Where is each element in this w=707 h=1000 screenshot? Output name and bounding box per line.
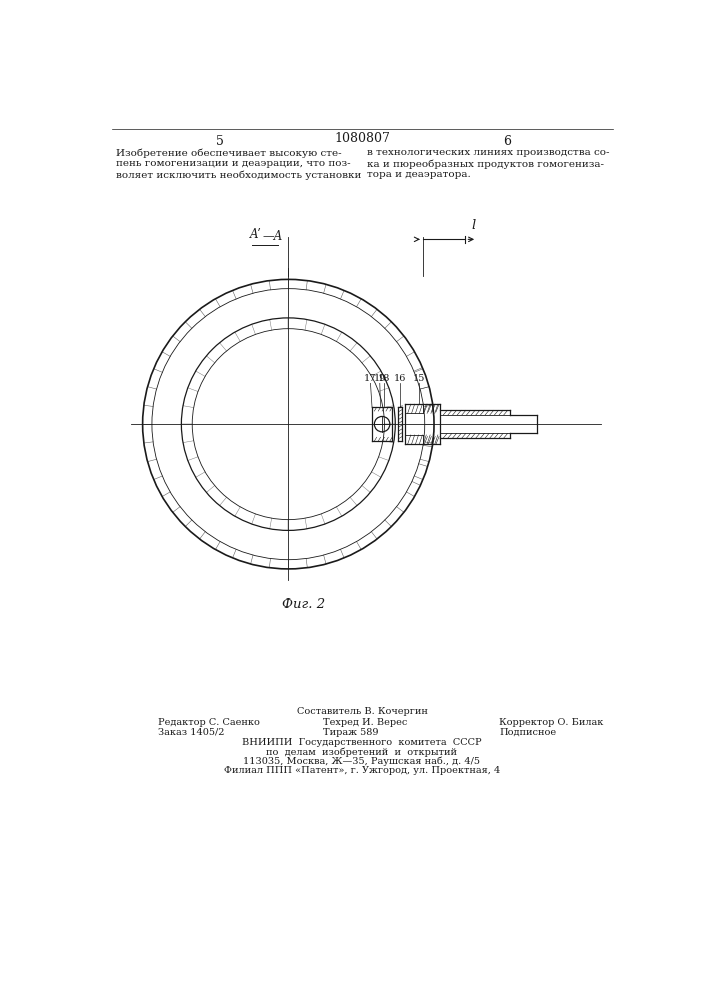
Text: Изобретение обеспечивает высокую сте-: Изобретение обеспечивает высокую сте- — [115, 148, 341, 158]
Text: в технологических линиях производства со-: в технологических линиях производства со… — [368, 148, 610, 157]
Text: ВНИИПИ  Государственного  комитета  СССР: ВНИИПИ Государственного комитета СССР — [242, 738, 481, 747]
Text: Подписное: Подписное — [499, 728, 556, 737]
Text: 16: 16 — [394, 374, 407, 383]
Text: 18: 18 — [378, 374, 390, 383]
Text: 6: 6 — [503, 135, 511, 148]
Text: 17: 17 — [364, 374, 377, 383]
Text: Aʹ: Aʹ — [250, 228, 261, 241]
Text: Составитель В. Кочергин: Составитель В. Кочергин — [296, 707, 428, 716]
Text: пень гомогенизации и деаэрации, что поз-: пень гомогенизации и деаэрации, что поз- — [115, 159, 350, 168]
Text: 5: 5 — [216, 135, 224, 148]
Text: по  делам  изобретений  и  открытий: по делам изобретений и открытий — [267, 748, 457, 757]
Text: тора и деаэратора.: тора и деаэратора. — [368, 170, 471, 179]
Text: Тираж 589: Тираж 589 — [323, 728, 379, 737]
Text: 113035, Москва, Ж—35, Раушская наб., д. 4/5: 113035, Москва, Ж—35, Раушская наб., д. … — [243, 757, 481, 766]
Text: Редактор С. Саенко: Редактор С. Саенко — [158, 718, 260, 727]
Text: 19: 19 — [373, 374, 386, 383]
Text: Заказ 1405/2: Заказ 1405/2 — [158, 728, 225, 737]
Text: ка и пюреобразных продуктов гомогениза-: ка и пюреобразных продуктов гомогениза- — [368, 159, 604, 169]
Text: 15: 15 — [413, 374, 426, 383]
Text: Филиал ППП «Патент», г. Ужгород, ул. Проектная, 4: Филиал ППП «Патент», г. Ужгород, ул. Про… — [224, 766, 500, 775]
Text: Техред И. Верес: Техред И. Верес — [323, 718, 407, 727]
Text: Фиг. 2: Фиг. 2 — [282, 598, 325, 611]
Text: —A: —A — [263, 230, 283, 243]
Text: l: l — [471, 219, 475, 232]
Text: Корректор О. Билак: Корректор О. Билак — [499, 718, 604, 727]
Text: воляет исключить необходимость установки: воляет исключить необходимость установки — [115, 170, 361, 180]
Text: 1080807: 1080807 — [334, 132, 390, 145]
